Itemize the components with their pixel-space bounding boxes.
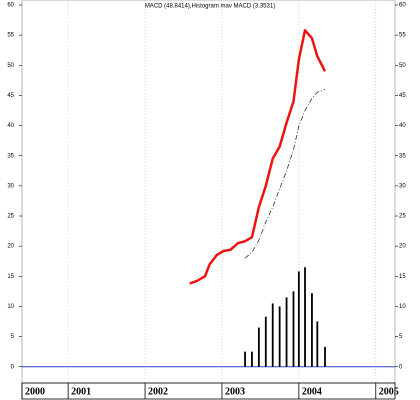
histogram-bar xyxy=(251,351,253,367)
macd-line xyxy=(189,29,327,285)
histogram-bar xyxy=(304,267,306,367)
histogram-bar xyxy=(316,321,319,367)
x-tick-label: 2005 xyxy=(379,386,399,397)
y-tick-label-right: 40 xyxy=(399,123,406,129)
histogram-bar xyxy=(278,306,281,367)
plot-frame xyxy=(21,0,396,384)
y-tick-label-right: 0 xyxy=(399,364,403,370)
histogram-bar xyxy=(311,293,313,367)
y-tick-label-right: 10 xyxy=(399,304,406,310)
y-tick-label-right: 50 xyxy=(399,63,406,69)
y-tick-label-right: 35 xyxy=(399,153,406,159)
y-tick-label: 40 xyxy=(7,123,14,129)
x-tick-label: 2004 xyxy=(302,386,322,397)
histogram-bar xyxy=(244,351,246,367)
y-tick-label-right: 25 xyxy=(399,214,406,220)
signal-line xyxy=(244,89,326,259)
y-tick-label: 60 xyxy=(7,3,14,9)
x-tick-label: 2000 xyxy=(25,386,45,397)
x-tick-label: 2002 xyxy=(148,386,168,397)
histogram-bar xyxy=(292,291,295,367)
y-tick-label-right: 5 xyxy=(399,334,403,340)
y-tick-label: 55 xyxy=(7,33,14,39)
y-tick-label-right: 20 xyxy=(399,244,406,250)
histogram-bar xyxy=(257,327,260,367)
y-tick-label-right: 45 xyxy=(399,93,406,99)
y-tick-label: 25 xyxy=(7,214,14,220)
y-tick-label-right: 60 xyxy=(399,3,406,9)
histogram-bar xyxy=(271,303,274,367)
y-tick-label: 0 xyxy=(11,364,15,370)
y-tick-label-right: 30 xyxy=(399,183,406,189)
chart-title: MACD (48.8414),Histogram mav MACD (3.353… xyxy=(145,4,275,10)
y-tick-label: 35 xyxy=(7,153,14,159)
y-tick-label: 10 xyxy=(7,304,14,310)
y-tick-label: 50 xyxy=(7,63,14,69)
histogram-bar xyxy=(285,297,288,367)
histogram-bar xyxy=(297,271,300,367)
histogram-bar xyxy=(264,316,267,367)
y-tick-label: 5 xyxy=(11,334,15,340)
y-tick-label-right: 15 xyxy=(399,274,406,280)
y-tick-label: 30 xyxy=(7,183,14,189)
y-tick-label-right: 55 xyxy=(399,33,406,39)
histogram-bar xyxy=(324,346,326,367)
x-tick-label: 2001 xyxy=(71,386,91,397)
y-tick-label: 15 xyxy=(7,274,14,280)
y-tick-label: 45 xyxy=(7,93,14,99)
x-tick-label: 2003 xyxy=(225,386,245,397)
y-tick-label: 20 xyxy=(7,244,14,250)
